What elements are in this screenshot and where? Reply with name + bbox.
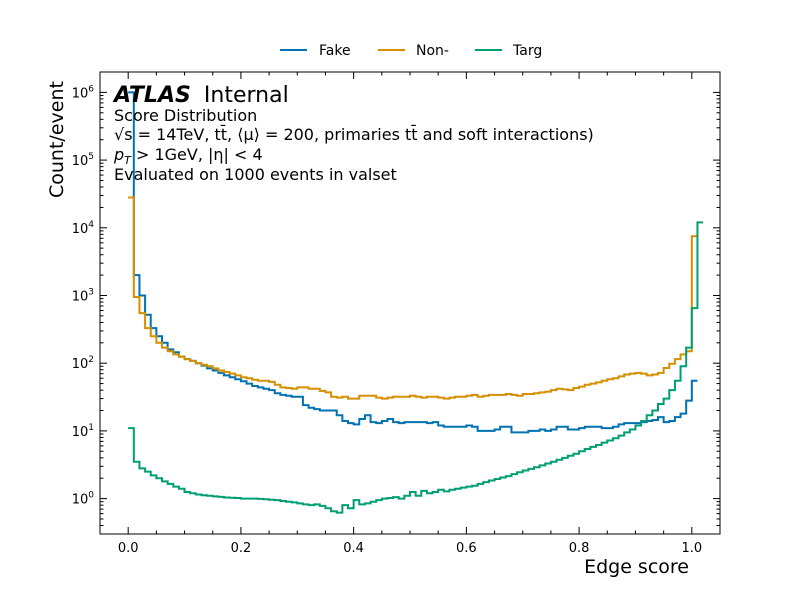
x-tick-label: 0.8 [569, 541, 590, 556]
y-tick-label: 104 [72, 220, 95, 237]
annotation-block: ATLAS Internal Score Distribution √s = 1… [112, 83, 594, 184]
annotation-line-1: Score Distribution [114, 106, 257, 125]
x-tick-label: 0.0 [118, 541, 139, 556]
x-tick-label: 0.2 [231, 541, 252, 556]
x-tick-label: 0.6 [456, 541, 477, 556]
annotation-line-2: √s = 14TeV, tt̄, ⟨μ⟩ = 200, primaries tt… [114, 125, 594, 144]
y-tick-label: 101 [72, 423, 94, 440]
y-tick-label: 100 [72, 491, 95, 508]
atlas-label: ATLAS Internal [112, 83, 289, 108]
tick-layer: 0.0 0.2 0.4 0.6 0.8 1.0 100 101 102 103 104 105 106 [72, 71, 721, 556]
x-tick-label: 1.0 [681, 541, 702, 556]
atlas-status: Internal [204, 83, 289, 108]
annotation-line-4: Evaluated on 1000 events in valset [114, 165, 397, 184]
series-non-line [128, 196, 698, 400]
legend-label-non: Non- [416, 43, 449, 59]
series-layer [128, 91, 704, 514]
y-tick-label: 106 [72, 84, 95, 101]
legend-label-fake: Fake [319, 43, 351, 59]
series-targ-line [128, 221, 704, 514]
legend: Fake Non- Targ [280, 43, 542, 59]
x-tick-label: 0.4 [343, 541, 364, 556]
series-fake-line [128, 91, 698, 434]
annotation-line-3: pT > 1GeV, |η| < 4 [113, 145, 263, 167]
y-tick-label: 103 [72, 287, 94, 304]
y-axis-title: Count/event [46, 81, 68, 198]
y-tick-label: 102 [72, 355, 94, 372]
atlas-brand: ATLAS [112, 83, 191, 108]
x-axis-title: Edge score [584, 556, 689, 578]
plot-frame [99, 71, 721, 535]
legend-label-targ: Targ [512, 43, 542, 59]
y-tick-label: 105 [72, 152, 94, 169]
